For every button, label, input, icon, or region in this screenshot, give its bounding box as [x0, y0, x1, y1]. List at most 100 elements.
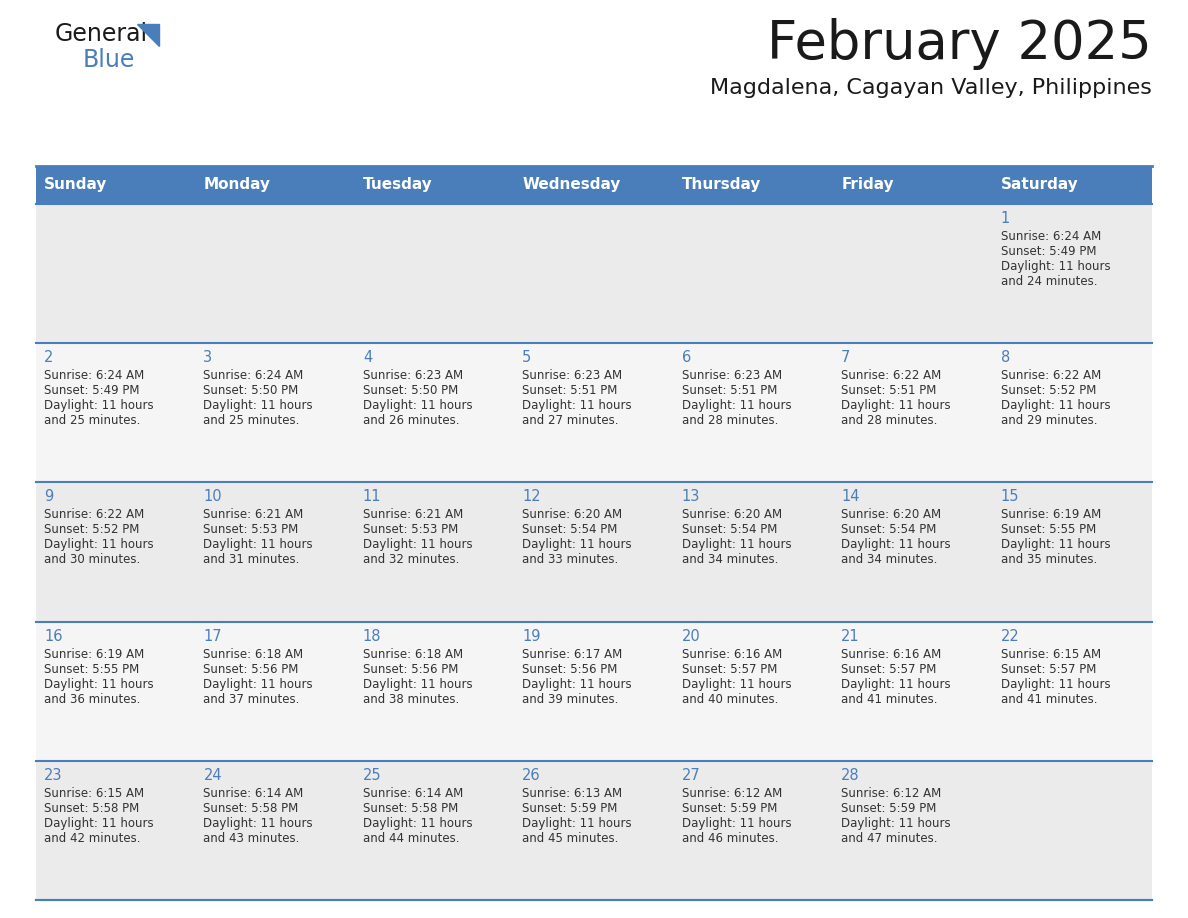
Text: Sunset: 5:50 PM: Sunset: 5:50 PM — [362, 385, 459, 397]
Text: and 25 minutes.: and 25 minutes. — [203, 414, 299, 427]
Bar — [36, 482, 196, 621]
Text: and 40 minutes.: and 40 minutes. — [682, 692, 778, 706]
Text: and 41 minutes.: and 41 minutes. — [1000, 692, 1097, 706]
Text: 7: 7 — [841, 350, 851, 365]
Text: Monday: Monday — [203, 177, 271, 193]
Bar — [36, 343, 196, 482]
Text: Daylight: 11 hours: Daylight: 11 hours — [44, 677, 153, 690]
Text: Sunrise: 6:19 AM: Sunrise: 6:19 AM — [1000, 509, 1101, 521]
Bar — [36, 166, 196, 204]
Bar — [674, 343, 833, 482]
Text: and 33 minutes.: and 33 minutes. — [523, 554, 619, 566]
Text: Sunset: 5:54 PM: Sunset: 5:54 PM — [523, 523, 618, 536]
Bar — [196, 343, 355, 482]
Text: Sunset: 5:56 PM: Sunset: 5:56 PM — [523, 663, 618, 676]
Text: Sunset: 5:52 PM: Sunset: 5:52 PM — [1000, 385, 1097, 397]
Bar — [36, 761, 196, 900]
Text: Sunset: 5:58 PM: Sunset: 5:58 PM — [44, 801, 139, 815]
Bar — [833, 761, 992, 900]
Text: Daylight: 11 hours: Daylight: 11 hours — [841, 677, 950, 690]
Text: 1: 1 — [1000, 211, 1010, 226]
Text: Sunrise: 6:19 AM: Sunrise: 6:19 AM — [44, 647, 144, 661]
Text: Daylight: 11 hours: Daylight: 11 hours — [523, 538, 632, 552]
Text: 3: 3 — [203, 350, 213, 365]
Text: Sunrise: 6:23 AM: Sunrise: 6:23 AM — [362, 369, 463, 382]
Text: Sunrise: 6:20 AM: Sunrise: 6:20 AM — [682, 509, 782, 521]
Text: and 37 minutes.: and 37 minutes. — [203, 692, 299, 706]
Bar — [992, 621, 1152, 761]
Text: 16: 16 — [44, 629, 63, 644]
Text: Sunset: 5:55 PM: Sunset: 5:55 PM — [1000, 523, 1095, 536]
Text: Daylight: 11 hours: Daylight: 11 hours — [1000, 677, 1111, 690]
Bar — [833, 482, 992, 621]
Text: 14: 14 — [841, 489, 860, 504]
Text: Sunrise: 6:21 AM: Sunrise: 6:21 AM — [362, 509, 463, 521]
Text: 28: 28 — [841, 767, 860, 783]
Text: and 38 minutes.: and 38 minutes. — [362, 692, 459, 706]
Text: Daylight: 11 hours: Daylight: 11 hours — [1000, 260, 1111, 273]
Text: Sunrise: 6:12 AM: Sunrise: 6:12 AM — [841, 787, 941, 800]
Text: Daylight: 11 hours: Daylight: 11 hours — [44, 399, 153, 412]
Text: Sunset: 5:53 PM: Sunset: 5:53 PM — [362, 523, 459, 536]
Text: and 28 minutes.: and 28 minutes. — [841, 414, 937, 427]
Text: and 30 minutes.: and 30 minutes. — [44, 554, 140, 566]
Text: Sunset: 5:49 PM: Sunset: 5:49 PM — [44, 385, 139, 397]
Text: Sunset: 5:53 PM: Sunset: 5:53 PM — [203, 523, 298, 536]
Text: Sunrise: 6:18 AM: Sunrise: 6:18 AM — [203, 647, 304, 661]
Text: February 2025: February 2025 — [767, 18, 1152, 70]
Text: Daylight: 11 hours: Daylight: 11 hours — [203, 538, 314, 552]
Text: 17: 17 — [203, 629, 222, 644]
Text: Sunday: Sunday — [44, 177, 107, 193]
Bar — [514, 482, 674, 621]
Text: Sunset: 5:56 PM: Sunset: 5:56 PM — [362, 663, 459, 676]
Bar — [355, 166, 514, 204]
Bar — [674, 761, 833, 900]
Text: 6: 6 — [682, 350, 691, 365]
Text: 21: 21 — [841, 629, 860, 644]
Text: Daylight: 11 hours: Daylight: 11 hours — [362, 817, 473, 830]
Text: Daylight: 11 hours: Daylight: 11 hours — [203, 817, 314, 830]
Text: Sunrise: 6:12 AM: Sunrise: 6:12 AM — [682, 787, 782, 800]
Text: Sunset: 5:59 PM: Sunset: 5:59 PM — [682, 801, 777, 815]
Bar — [355, 482, 514, 621]
Text: Thursday: Thursday — [682, 177, 762, 193]
Text: Sunset: 5:59 PM: Sunset: 5:59 PM — [841, 801, 936, 815]
Text: Daylight: 11 hours: Daylight: 11 hours — [362, 538, 473, 552]
Bar — [355, 204, 514, 343]
Text: Daylight: 11 hours: Daylight: 11 hours — [44, 538, 153, 552]
Text: and 39 minutes.: and 39 minutes. — [523, 692, 619, 706]
Text: Sunset: 5:57 PM: Sunset: 5:57 PM — [682, 663, 777, 676]
Text: and 31 minutes.: and 31 minutes. — [203, 554, 299, 566]
Text: and 27 minutes.: and 27 minutes. — [523, 414, 619, 427]
Text: 20: 20 — [682, 629, 701, 644]
Text: Daylight: 11 hours: Daylight: 11 hours — [523, 677, 632, 690]
Bar — [674, 482, 833, 621]
Bar — [196, 482, 355, 621]
Text: Friday: Friday — [841, 177, 893, 193]
Text: and 46 minutes.: and 46 minutes. — [682, 832, 778, 845]
Text: Sunset: 5:55 PM: Sunset: 5:55 PM — [44, 663, 139, 676]
Bar — [674, 204, 833, 343]
Bar — [514, 621, 674, 761]
Bar — [355, 761, 514, 900]
Bar — [36, 204, 196, 343]
Text: 2: 2 — [44, 350, 53, 365]
Text: Sunrise: 6:23 AM: Sunrise: 6:23 AM — [523, 369, 623, 382]
Polygon shape — [137, 24, 159, 46]
Text: 19: 19 — [523, 629, 541, 644]
Text: and 29 minutes.: and 29 minutes. — [1000, 414, 1097, 427]
Text: Sunrise: 6:21 AM: Sunrise: 6:21 AM — [203, 509, 304, 521]
Text: Daylight: 11 hours: Daylight: 11 hours — [841, 399, 950, 412]
Text: Sunset: 5:51 PM: Sunset: 5:51 PM — [682, 385, 777, 397]
Text: Wednesday: Wednesday — [523, 177, 620, 193]
Bar — [36, 621, 196, 761]
Text: Sunrise: 6:18 AM: Sunrise: 6:18 AM — [362, 647, 463, 661]
Text: Sunset: 5:58 PM: Sunset: 5:58 PM — [203, 801, 298, 815]
Text: 23: 23 — [44, 767, 63, 783]
Bar — [514, 204, 674, 343]
Text: Sunrise: 6:16 AM: Sunrise: 6:16 AM — [841, 647, 941, 661]
Bar — [196, 761, 355, 900]
Text: Daylight: 11 hours: Daylight: 11 hours — [1000, 538, 1111, 552]
Text: Daylight: 11 hours: Daylight: 11 hours — [203, 399, 314, 412]
Text: Sunrise: 6:23 AM: Sunrise: 6:23 AM — [682, 369, 782, 382]
